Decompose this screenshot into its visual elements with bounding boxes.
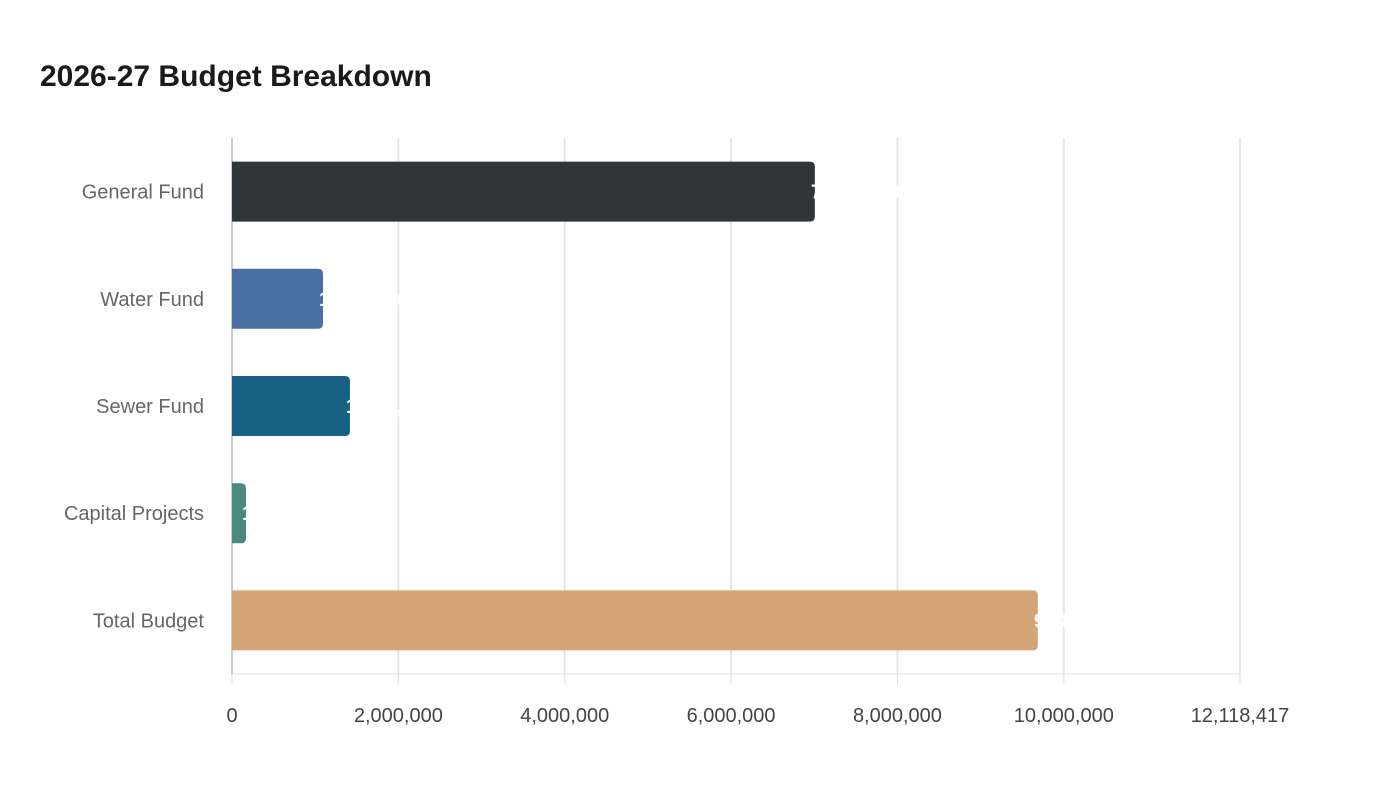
chart-title: 2026-27 Budget Breakdown bbox=[40, 60, 432, 93]
x-tick-label: 12,118,417 bbox=[1191, 705, 1290, 727]
category-label: Total Budget bbox=[93, 610, 205, 632]
bar-general-fund bbox=[232, 161, 815, 222]
category-label: Sewer Fund bbox=[96, 396, 204, 418]
data-label: 1,094,000 bbox=[319, 289, 408, 311]
bar-total-budget bbox=[232, 590, 1038, 651]
data-label: 1,418,000 bbox=[346, 396, 435, 418]
category-label: Water Fund bbox=[100, 289, 204, 311]
x-tick-label: 0 bbox=[226, 705, 237, 727]
data-label: 7,007,000 bbox=[811, 182, 900, 204]
data-label: 168,000 bbox=[242, 503, 314, 525]
x-tick-label: 2,000,000 bbox=[354, 705, 443, 727]
x-tick-label: 8,000,000 bbox=[853, 705, 942, 727]
bar-sewer-fund bbox=[232, 376, 350, 436]
bar-capital-projects bbox=[232, 483, 246, 544]
x-tick-label: 6,000,000 bbox=[687, 705, 776, 727]
x-tick-label: 4,000,000 bbox=[520, 705, 609, 727]
category-label: General Fund bbox=[82, 182, 204, 204]
category-label: Capital Projects bbox=[64, 503, 204, 525]
data-label: 9,688,000 bbox=[1034, 610, 1123, 632]
bar-water-fund bbox=[232, 268, 323, 329]
x-tick-label: 10,000,000 bbox=[1014, 705, 1114, 727]
